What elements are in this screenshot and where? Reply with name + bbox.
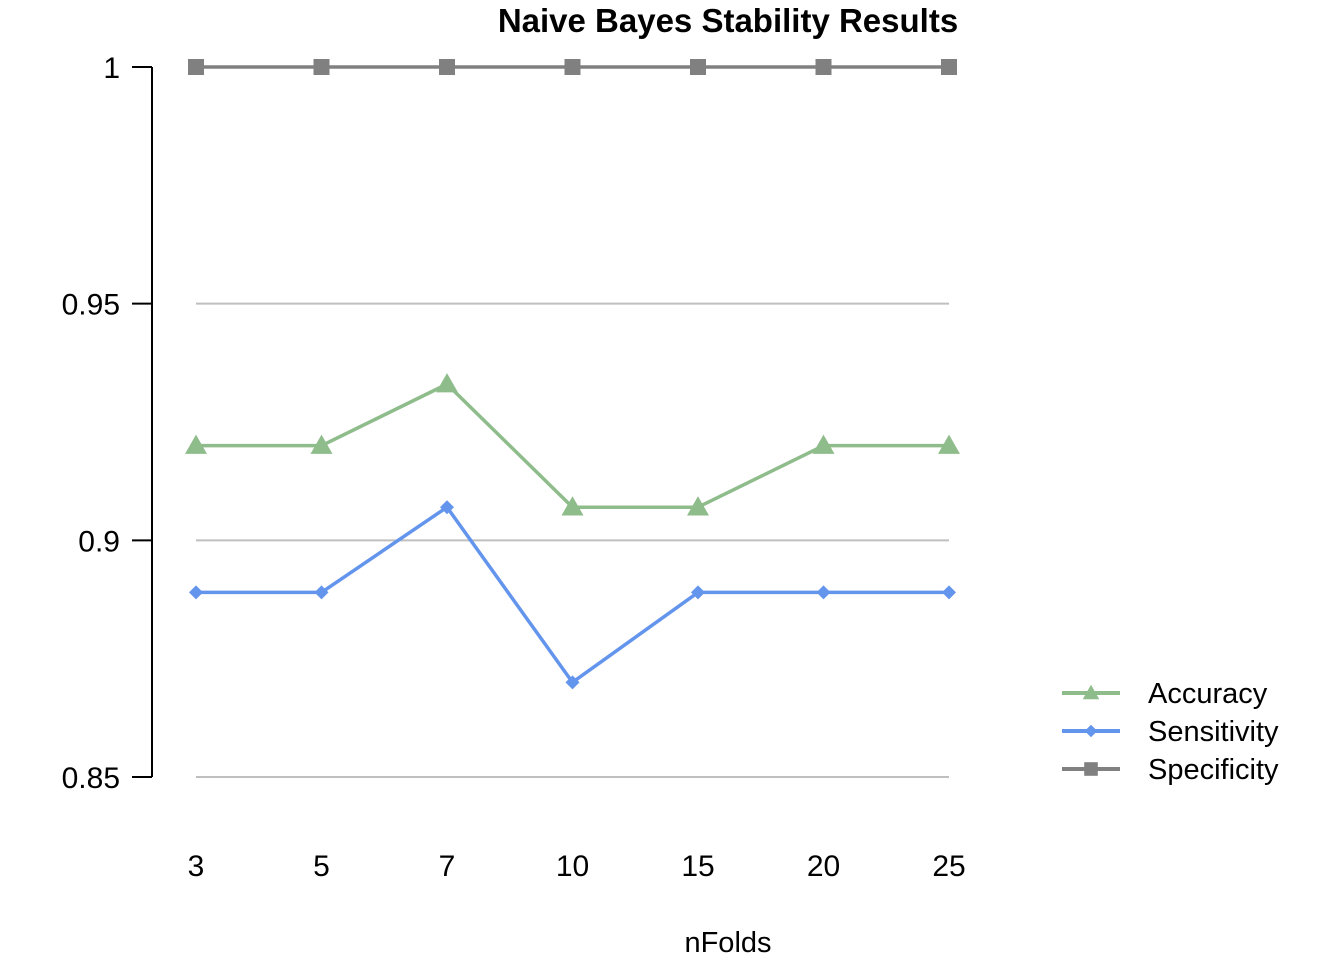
- x-tick-label: 20: [807, 850, 840, 883]
- x-tick-label: 3: [188, 850, 205, 883]
- series-accuracy: [185, 373, 960, 516]
- legend: Accuracy Sensitivity Specificity: [1062, 678, 1279, 786]
- data-point: [565, 675, 580, 690]
- series-line: [196, 382, 949, 509]
- legend-label: Accuracy: [1148, 678, 1268, 710]
- data-point: [188, 59, 204, 75]
- legend-item: Accuracy: [1062, 678, 1268, 710]
- x-tick-label: 25: [932, 850, 965, 883]
- legend-item: Sensitivity: [1062, 716, 1279, 748]
- y-tick-label: 0.85: [62, 762, 120, 795]
- y-tick-label: 1: [103, 52, 120, 85]
- chart-title: Naive Bayes Stability Results: [498, 2, 958, 39]
- series-line: [196, 505, 949, 685]
- data-point: [436, 373, 458, 393]
- y-axis-ticks: 0.85 0.9 0.95 1: [62, 52, 152, 795]
- data-point: [313, 59, 330, 75]
- data-point: [439, 59, 455, 75]
- data-point: [189, 585, 203, 600]
- data-point: [812, 434, 835, 454]
- x-tick-label: 10: [556, 850, 589, 883]
- data-point: [310, 434, 333, 454]
- data-point: [691, 585, 705, 600]
- x-tick-label: 15: [681, 850, 714, 883]
- data-point: [314, 585, 329, 600]
- data-point: [687, 496, 709, 516]
- legend-marker: [1084, 724, 1098, 738]
- legend-marker: [1084, 762, 1098, 776]
- data-point: [938, 434, 960, 454]
- x-tick-label: 5: [313, 850, 330, 883]
- legend-label: Sensitivity: [1148, 716, 1279, 748]
- data-point: [816, 585, 831, 600]
- legend-label: Specificity: [1148, 754, 1279, 786]
- data-point: [564, 59, 581, 75]
- data-point: [942, 585, 956, 600]
- data-point: [185, 434, 207, 454]
- x-tick-label: 7: [439, 850, 456, 883]
- series-sensitivity: [189, 500, 956, 690]
- grid-lines: [196, 302, 949, 778]
- data-point: [690, 59, 706, 75]
- x-axis-label: nFolds: [684, 927, 771, 959]
- data-point: [941, 59, 957, 75]
- legend-item: Specificity: [1062, 754, 1279, 786]
- series-specificity: [188, 59, 957, 75]
- y-tick-label: 0.95: [62, 289, 120, 322]
- x-axis-ticks: 3 5 7 10 15 20 25: [188, 850, 966, 883]
- series-layer: [185, 59, 960, 690]
- data-point: [561, 496, 584, 516]
- data-point: [440, 500, 454, 515]
- y-tick-label: 0.9: [78, 525, 120, 558]
- data-point: [815, 59, 832, 75]
- legend-marker: [1082, 684, 1100, 700]
